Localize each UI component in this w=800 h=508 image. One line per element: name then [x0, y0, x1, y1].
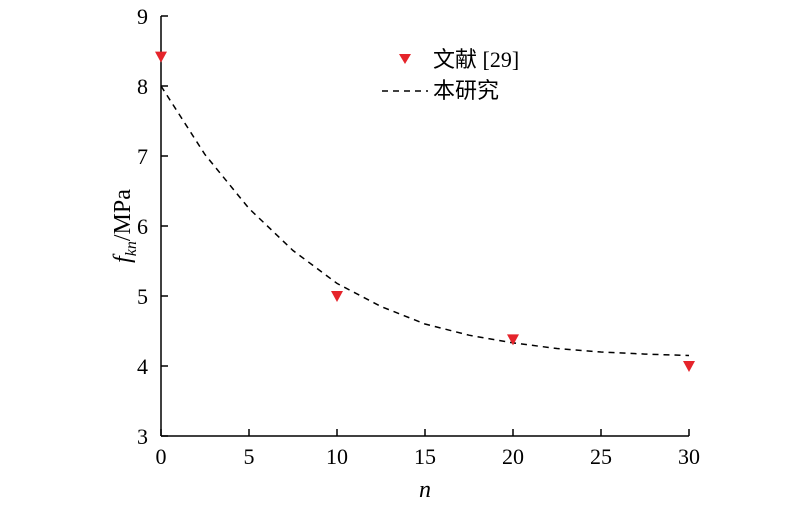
this-study-curve [160, 85, 690, 357]
x-tick-label: 5 [244, 444, 255, 469]
y-tick-label: 3 [137, 424, 148, 449]
literature-data-point [507, 334, 519, 346]
y-axis-title-base: f [110, 253, 136, 263]
y-tick-label: 4 [137, 354, 148, 379]
literature-data-point [155, 51, 167, 63]
x-axis-title: n [419, 477, 431, 503]
legend-label-this-study: 本研究 [433, 78, 499, 103]
x-tick-label: 20 [502, 444, 524, 469]
y-axis-title: fkn/MPa [110, 189, 140, 263]
y-tick-label: 7 [137, 144, 148, 169]
x-tick-label: 15 [414, 444, 436, 469]
y-tick-label: 8 [137, 74, 148, 99]
series-layer [155, 51, 695, 372]
x-axis-ticks: 0 5 10 15 20 25 30 [156, 429, 700, 469]
x-tick-label: 10 [326, 444, 348, 469]
x-tick-label: 30 [678, 444, 700, 469]
literature-data-point [331, 291, 343, 302]
legend: 文献 [29] 本研究 [382, 47, 519, 103]
y-tick-label: 5 [137, 284, 148, 309]
x-tick-label: 25 [590, 444, 612, 469]
legend-label-literature: 文献 [29] [433, 47, 519, 72]
x-tick-label: 0 [156, 444, 167, 469]
y-tick-label: 9 [137, 4, 148, 29]
legend-marker-triangle [399, 54, 411, 64]
plot-area [160, 16, 689, 437]
y-axis-ticks: 3 4 5 6 7 8 9 [137, 4, 168, 449]
y-axis-title-subscript: kn [123, 241, 140, 256]
literature-data-point [683, 361, 695, 372]
y-axis-title-suffix: /MPa [110, 189, 136, 241]
y-tick-label: 6 [137, 214, 148, 239]
